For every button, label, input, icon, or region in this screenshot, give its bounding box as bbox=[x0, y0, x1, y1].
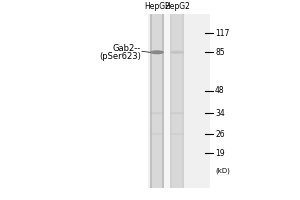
Ellipse shape bbox=[150, 133, 164, 135]
Text: (kD): (kD) bbox=[215, 167, 230, 174]
Bar bbox=[172, 14, 182, 188]
Bar bbox=[164, 14, 170, 188]
Text: Gab2--: Gab2-- bbox=[113, 44, 141, 53]
Text: HepG2: HepG2 bbox=[144, 2, 170, 11]
Text: HepG2: HepG2 bbox=[164, 2, 190, 11]
Bar bbox=[148, 14, 210, 188]
Text: 34: 34 bbox=[215, 109, 225, 118]
Text: 19: 19 bbox=[215, 149, 225, 158]
Ellipse shape bbox=[170, 112, 184, 114]
Text: (pSer623): (pSer623) bbox=[99, 52, 141, 61]
Ellipse shape bbox=[170, 51, 184, 54]
Bar bbox=[150, 14, 164, 188]
Ellipse shape bbox=[150, 112, 164, 114]
Text: 85: 85 bbox=[215, 48, 225, 57]
Bar bbox=[152, 14, 162, 188]
Bar bbox=[170, 14, 184, 188]
Text: 48: 48 bbox=[215, 86, 225, 95]
Text: 117: 117 bbox=[215, 29, 230, 38]
Text: 26: 26 bbox=[215, 130, 225, 139]
Ellipse shape bbox=[150, 50, 164, 54]
Ellipse shape bbox=[170, 133, 184, 135]
